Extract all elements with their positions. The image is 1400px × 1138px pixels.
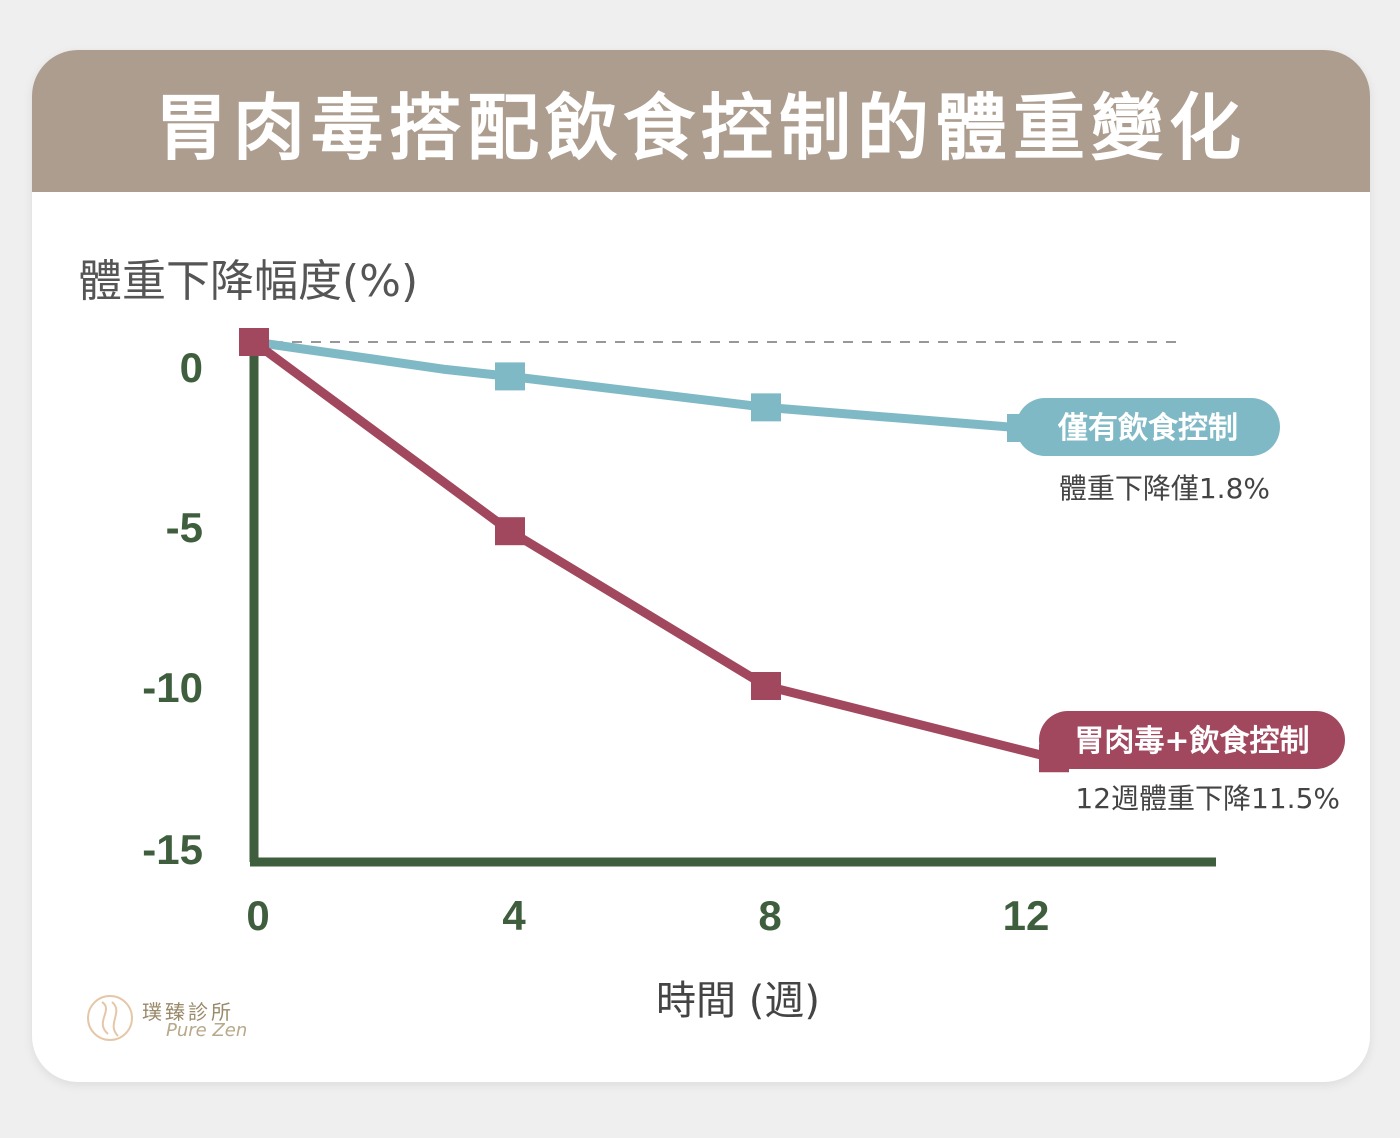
x-axis-label: 時間 (週) — [656, 978, 820, 1024]
data-point-marker — [751, 672, 781, 700]
clinic-logo-icon — [87, 995, 133, 1041]
data-point-marker — [239, 328, 269, 356]
y-axis-label: 體重下降幅度(%) — [78, 256, 418, 307]
series-line-2 — [249, 337, 1059, 763]
title-banner: 胃肉毒搭配飲食控制的體重變化 — [32, 50, 1370, 192]
data-point-marker — [751, 393, 781, 422]
y-tick-label: 0 — [180, 344, 203, 391]
y-tick-label: -10 — [142, 664, 203, 711]
x-tick-label: 8 — [758, 892, 781, 939]
series-annotation: 體重下降僅1.8% — [1059, 472, 1270, 505]
y-tick-label: -15 — [142, 826, 203, 873]
legend-pill-2 — [1039, 711, 1345, 769]
x-tick-label: 4 — [502, 892, 526, 939]
x-tick-label: 0 — [246, 892, 269, 939]
series-line-1 — [249, 337, 1027, 433]
legend-label: 胃肉毒+飲食控制 — [1074, 724, 1309, 759]
y-tick-label: -5 — [166, 504, 203, 551]
chart-title: 胃肉毒搭配飲食控制的體重變化 — [154, 84, 1247, 170]
x-tick-label: 12 — [1003, 892, 1050, 939]
legend-label: 僅有飲食控制 — [1057, 411, 1238, 446]
clinic-logo: 璞臻診所 Pure Zen — [84, 992, 254, 1048]
legend-pill-1 — [1016, 398, 1280, 456]
clinic-name-cn: 璞臻診所 — [142, 1000, 234, 1024]
series-annotation: 12週體重下降11.5% — [1075, 782, 1340, 815]
clinic-name-en: Pure Zen — [166, 1020, 248, 1041]
data-point-marker — [495, 362, 525, 391]
data-point-marker — [495, 517, 525, 546]
